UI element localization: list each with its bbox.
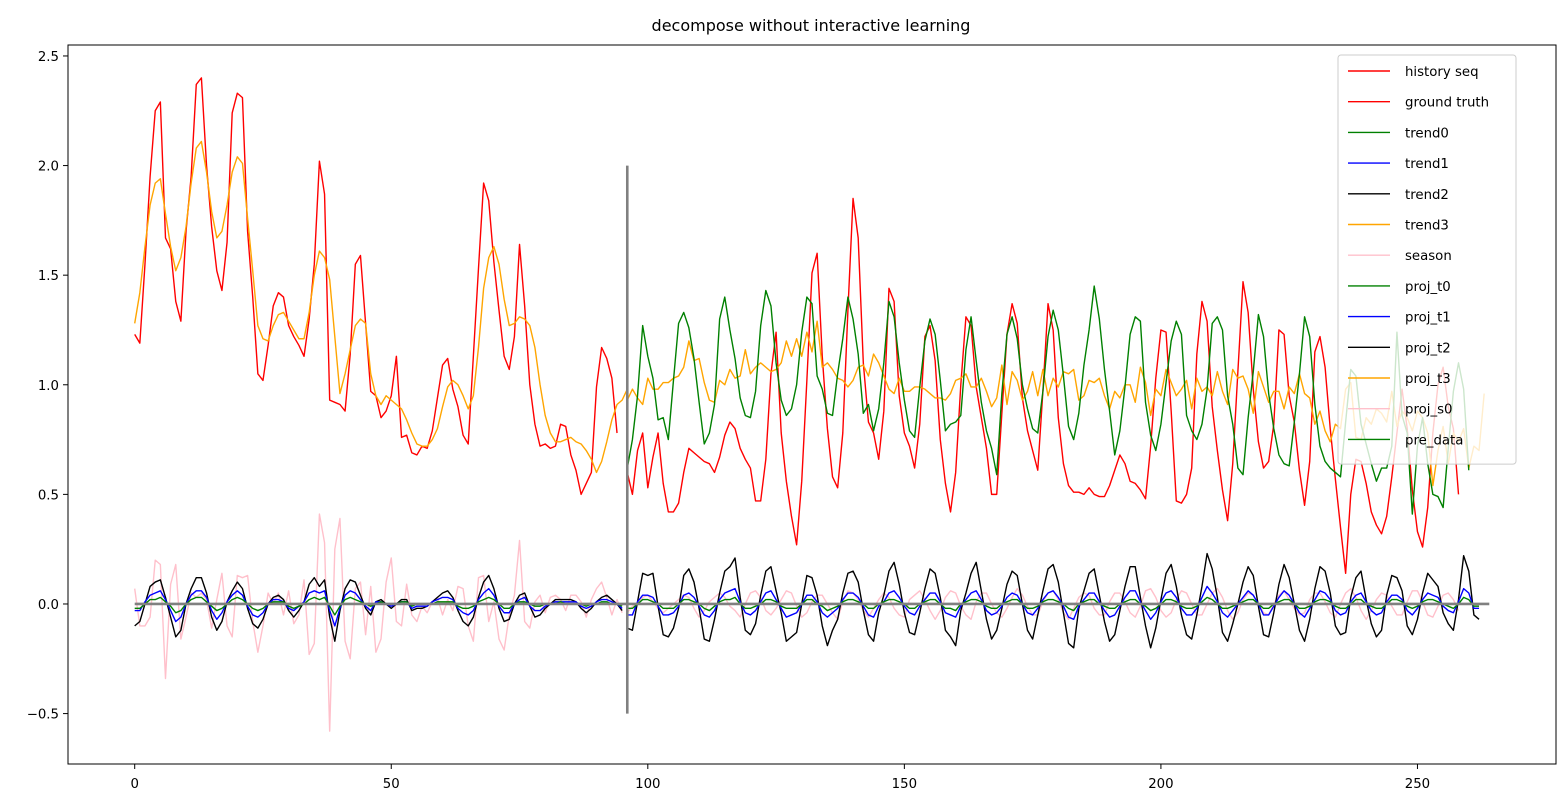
y-axis: −0.5 0.0 0.5 1.0 1.5 2.0 2.5 bbox=[27, 50, 68, 723]
y-tick-label-1-0: 1.0 bbox=[38, 379, 59, 394]
legend-label-season: season bbox=[1405, 249, 1452, 264]
legend-box bbox=[1337, 54, 1517, 465]
x-axis: 0 50 100 150 200 250 bbox=[130, 764, 1430, 792]
legend-label-proj-s0: proj_s0 bbox=[1405, 403, 1452, 418]
series-line-trend2 bbox=[134, 574, 623, 642]
x-tick-label-50: 50 bbox=[383, 777, 400, 792]
y-tick-label--0-5: −0.5 bbox=[27, 708, 59, 723]
y-tick-label-0-0: 0.0 bbox=[38, 598, 59, 613]
legend-label-proj-t1: proj_t1 bbox=[1405, 311, 1451, 326]
legend-label-proj-t0: proj_t0 bbox=[1405, 280, 1451, 295]
x-tick-label-0: 0 bbox=[130, 777, 138, 792]
x-tick-label-100: 100 bbox=[635, 777, 660, 792]
series-line-pre-data bbox=[626, 285, 1470, 515]
series-line-proj-t0 bbox=[627, 596, 1480, 612]
y-tick-label-0-5: 0.5 bbox=[38, 488, 59, 503]
legend-label-trend3: trend3 bbox=[1405, 219, 1449, 234]
legend-label-trend1: trend1 bbox=[1405, 157, 1449, 172]
series-line-proj-t1 bbox=[627, 585, 1480, 621]
x-tick-label-250: 250 bbox=[1405, 777, 1430, 792]
legend-label-proj-t3: proj_t3 bbox=[1405, 372, 1451, 387]
y-tick-label-2-5: 2.5 bbox=[38, 50, 59, 65]
y-tick-label-2-0: 2.0 bbox=[38, 160, 59, 175]
series-line-trend3 bbox=[134, 140, 628, 474]
legend-label-ground-truth: ground truth bbox=[1405, 96, 1489, 111]
x-tick-label-200: 200 bbox=[1148, 777, 1173, 792]
y-tick-label-1-5: 1.5 bbox=[38, 269, 59, 284]
legend-label-proj-t2: proj_t2 bbox=[1405, 341, 1451, 356]
legend-label-trend2: trend2 bbox=[1405, 188, 1449, 203]
marker-layer bbox=[134, 165, 1490, 714]
x-tick-label-150: 150 bbox=[892, 777, 917, 792]
legend-label-pre-data: pre_data bbox=[1405, 433, 1463, 448]
legend-label-history-seq: history seq bbox=[1405, 65, 1479, 80]
legend: history seq ground truth trend0 trend1 trend… bbox=[1337, 54, 1517, 465]
series-line-trend1 bbox=[134, 587, 623, 627]
plot-frame bbox=[67, 44, 1557, 765]
series-line-proj-t2 bbox=[627, 552, 1480, 649]
chart-title: decompose without interactive learning bbox=[652, 16, 971, 35]
legend-label-trend0: trend0 bbox=[1405, 126, 1449, 141]
